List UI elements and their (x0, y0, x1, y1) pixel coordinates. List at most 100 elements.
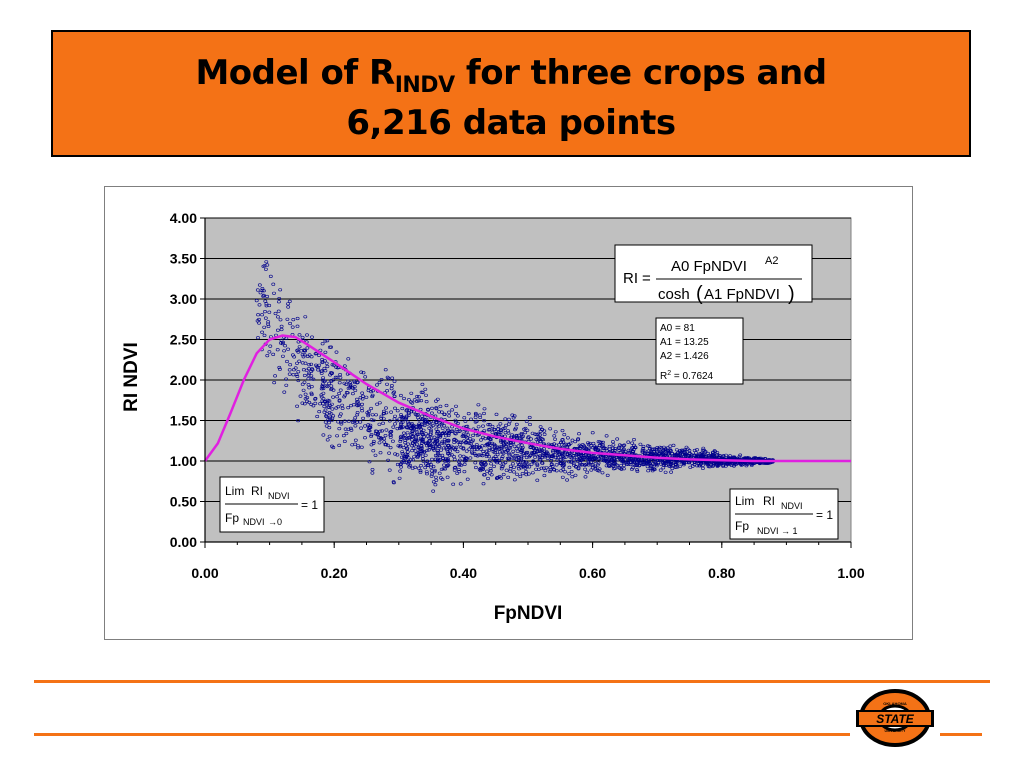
data-point (560, 464, 565, 468)
data-point (385, 443, 390, 447)
data-point (429, 474, 434, 478)
data-point (294, 372, 299, 377)
data-point (329, 345, 334, 349)
data-point (510, 413, 515, 417)
data-point (420, 417, 425, 422)
limit-low-fp-sub: NDVI (243, 517, 265, 527)
data-point (338, 376, 343, 380)
data-point (553, 437, 558, 441)
data-point (325, 438, 330, 442)
data-point (565, 436, 570, 440)
data-point (502, 447, 507, 451)
data-point (276, 300, 281, 304)
data-point (475, 454, 480, 458)
data-point (634, 463, 639, 468)
data-point (596, 440, 601, 444)
data-point (422, 420, 427, 424)
data-point (499, 456, 504, 461)
data-point (515, 454, 520, 458)
data-point (615, 437, 620, 441)
data-point (475, 433, 480, 437)
data-point (516, 433, 521, 437)
data-point (464, 425, 469, 429)
data-point (524, 450, 529, 455)
data-point (604, 434, 609, 438)
data-point (482, 407, 487, 411)
data-point (550, 464, 555, 468)
data-point (663, 470, 668, 474)
data-point (497, 432, 502, 436)
data-point (600, 471, 605, 475)
data-point (511, 449, 516, 454)
data-point (395, 419, 400, 423)
data-point (416, 466, 421, 470)
data-point (490, 424, 495, 429)
data-point (542, 473, 547, 478)
data-point (487, 427, 492, 431)
data-point (397, 426, 402, 430)
data-point (369, 433, 374, 437)
limit-high-arrow: → 1 (781, 526, 798, 536)
data-point (257, 303, 262, 307)
data-point (468, 456, 473, 460)
equation-cosh: cosh (658, 286, 690, 303)
data-point (258, 291, 263, 295)
data-point (441, 467, 446, 471)
data-point (324, 384, 329, 388)
data-point (266, 320, 271, 324)
data-point (377, 441, 382, 445)
data-point (413, 465, 418, 470)
data-point (582, 456, 587, 460)
data-point (674, 453, 679, 457)
data-point (549, 463, 554, 467)
data-point (418, 469, 423, 473)
data-point (572, 456, 577, 460)
data-point (732, 463, 737, 467)
data-point (291, 318, 296, 322)
data-point (320, 358, 325, 362)
data-point (423, 466, 428, 470)
data-point (506, 448, 511, 452)
data-point (519, 435, 524, 439)
data-point (499, 467, 504, 471)
data-point (398, 437, 403, 442)
equation-lhs: RI (623, 270, 638, 287)
data-point (658, 468, 663, 472)
data-point (442, 446, 447, 450)
data-point (481, 435, 485, 439)
data-point (482, 411, 486, 416)
data-point (522, 453, 527, 457)
data-point (596, 457, 601, 461)
data-point (439, 423, 444, 427)
data-point (433, 444, 438, 448)
data-point (563, 470, 568, 474)
data-point (457, 463, 462, 467)
data-point (508, 467, 513, 471)
data-point (353, 424, 358, 428)
data-point (583, 475, 588, 479)
data-point (427, 448, 431, 452)
data-point (410, 466, 415, 470)
data-point (553, 430, 558, 434)
data-point (382, 411, 387, 415)
data-point (559, 457, 563, 462)
data-point (446, 433, 451, 437)
data-point (550, 449, 555, 453)
data-point (404, 409, 409, 413)
data-point (632, 443, 637, 448)
data-point (412, 455, 416, 459)
data-point (474, 419, 479, 423)
data-point (437, 471, 442, 475)
data-point (645, 452, 650, 456)
data-point (655, 462, 659, 467)
data-point (422, 418, 427, 422)
data-point (334, 350, 339, 354)
data-point (535, 463, 540, 468)
data-point (409, 391, 414, 395)
data-point (388, 435, 393, 439)
data-point (378, 437, 383, 441)
data-point (552, 434, 557, 438)
data-point (652, 467, 656, 471)
data-point (522, 427, 527, 431)
data-point (573, 440, 578, 444)
